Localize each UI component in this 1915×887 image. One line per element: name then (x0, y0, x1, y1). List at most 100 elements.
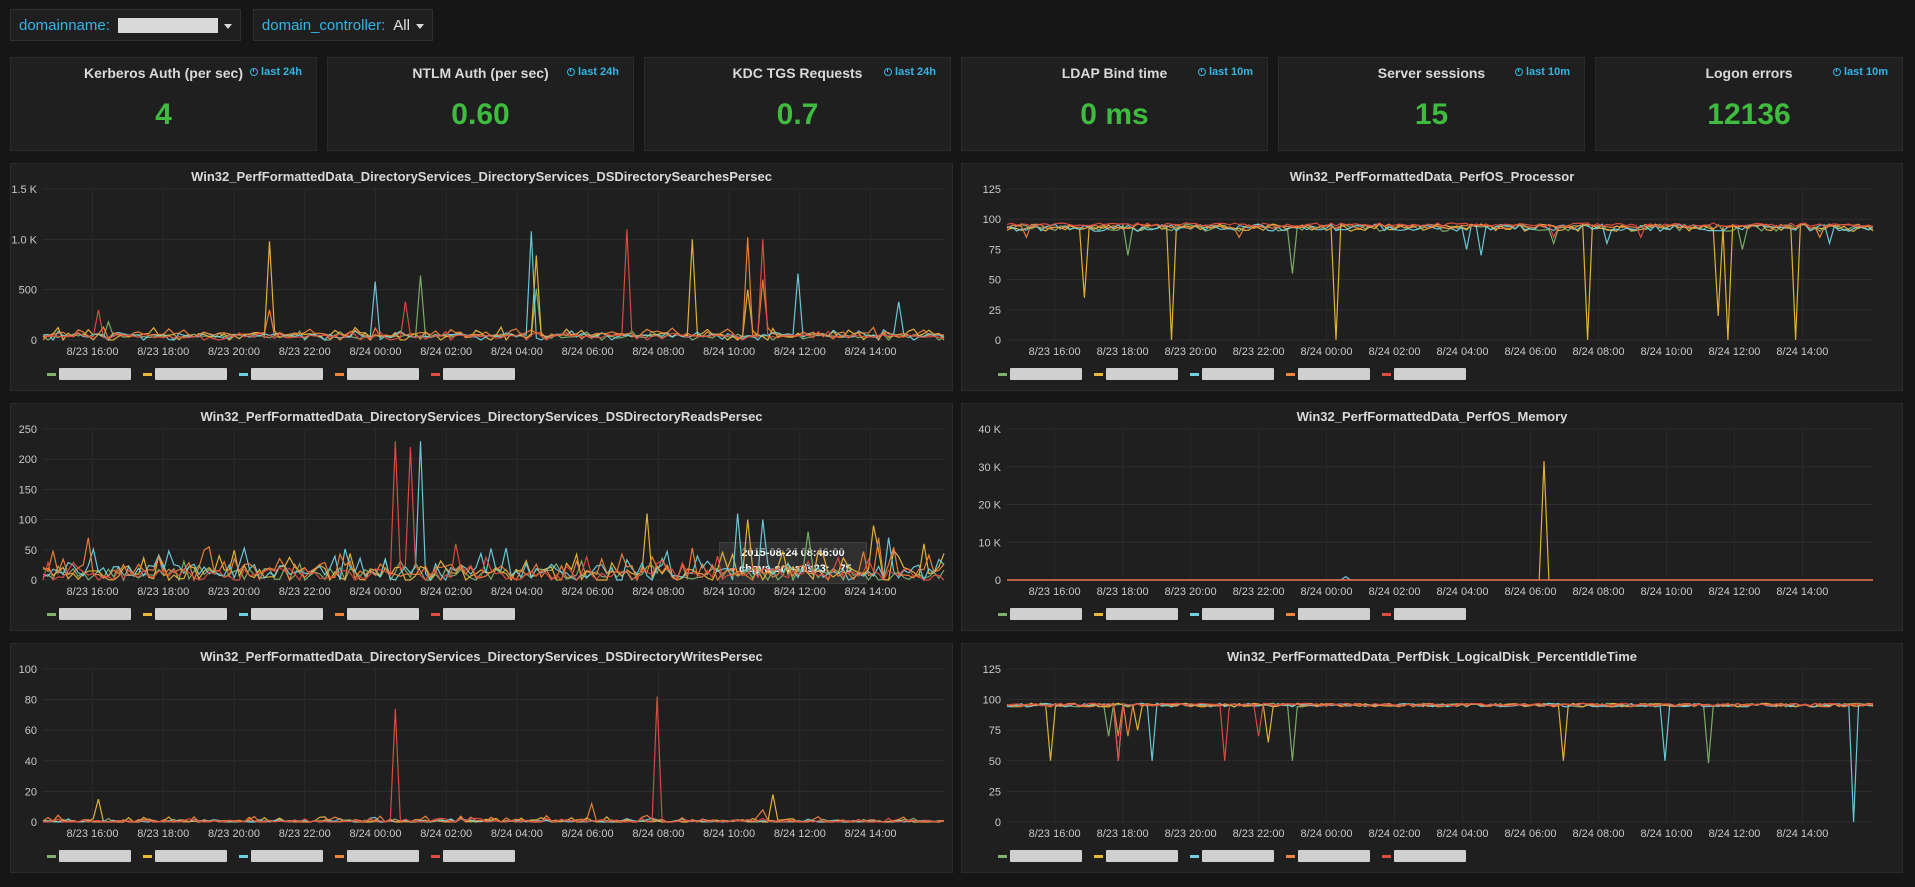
y-tick-label: 125 (983, 664, 1001, 676)
series-line (1006, 222, 1874, 239)
domainname-variable[interactable]: domainname: (10, 9, 241, 41)
graph-panel-memory[interactable]: Win32_PerfFormattedData_PerfOS_Memory 0 1… (961, 403, 1903, 631)
y-tick-label: 25 (989, 786, 1001, 798)
panel-title: Win32_PerfFormattedData_DirectoryService… (200, 409, 763, 424)
y-tick-label: 250 (19, 424, 37, 436)
time-range-badge: last 24h (884, 66, 936, 78)
legend-item[interactable] (431, 850, 515, 862)
legend-item[interactable] (47, 850, 131, 862)
x-tick-label: 8/24 08:00 (632, 586, 684, 598)
panel-title: Win32_PerfFormattedData_PerfOS_Processor (1289, 169, 1575, 184)
plot-area: 0 10 K 20 K 30 K 40 K 8/23 16:00 8/23 18:00 8/2… (978, 424, 1873, 598)
legend-item[interactable] (239, 608, 323, 620)
x-tick-label: 8/24 04:00 (1437, 828, 1489, 840)
y-tick-label: 50 (989, 275, 1001, 287)
series-line (42, 801, 945, 823)
stat-panel-kdc-tgs[interactable]: KDC TGS Requests last 24h 0.7 (644, 57, 951, 151)
y-tick-label: 0 (31, 335, 37, 347)
graph-panel-ds-reads[interactable]: Win32_PerfFormattedData_DirectoryService… (10, 403, 953, 631)
legend-item[interactable] (239, 850, 323, 862)
legend-item[interactable] (1286, 850, 1370, 862)
series-line (1006, 223, 1874, 256)
y-tick-label: 60 (25, 725, 37, 737)
series-color-swatch (998, 612, 1007, 616)
x-tick-label: 8/23 18:00 (137, 828, 189, 840)
legend-label-redacted (1106, 850, 1178, 862)
legend-item[interactable] (335, 608, 419, 620)
legend-item[interactable] (1382, 608, 1466, 620)
series-color-swatch (143, 372, 152, 376)
stat-panel-server-sessions[interactable]: Server sessions last 10m 15 (1278, 57, 1585, 151)
stat-value: 0.7 (776, 98, 819, 131)
series-color-swatch (143, 612, 152, 616)
y-tick-label: 1.0 K (11, 234, 37, 246)
graph-panel-ds-writes[interactable]: Win32_PerfFormattedData_DirectoryService… (10, 643, 953, 873)
stat-panel-ldap-bind[interactable]: LDAP Bind time last 10m 0 ms (961, 57, 1268, 151)
series-color-swatch (47, 612, 56, 616)
legend-item[interactable] (335, 850, 419, 862)
x-tick-label: 8/24 02:00 (1369, 346, 1421, 358)
series-line (1007, 461, 1873, 581)
legend-label-redacted (1106, 368, 1178, 380)
legend-item[interactable] (335, 368, 419, 380)
legend-item[interactable] (143, 608, 227, 620)
legend-item[interactable] (998, 608, 1082, 620)
legend-label-redacted (155, 850, 227, 862)
legend-item[interactable] (1190, 850, 1274, 862)
legend-item[interactable] (1190, 608, 1274, 620)
y-tick-label: 0 (995, 335, 1001, 347)
series-color-swatch (1094, 372, 1103, 376)
stat-panel-kerberos-auth[interactable]: Kerberos Auth (per sec) last 24h 4 (10, 57, 317, 151)
x-tick-label: 8/23 16:00 (1029, 828, 1081, 840)
x-tick-label: 8/23 20:00 (208, 828, 260, 840)
y-tick-label: 100 (983, 695, 1001, 707)
panel-title: KDC TGS Requests (732, 65, 863, 81)
x-tick-label: 8/24 04:00 (491, 828, 543, 840)
y-tick-label: 20 K (978, 500, 1001, 512)
legend-item[interactable] (1286, 608, 1370, 620)
x-tick-label: 8/24 10:00 (1640, 586, 1692, 598)
legend-item[interactable] (143, 850, 227, 862)
legend-item[interactable] (47, 368, 131, 380)
graph-panel-logical-disk-idle[interactable]: Win32_PerfFormattedData_PerfDisk_Logical… (961, 643, 1903, 873)
series-color-swatch (335, 612, 344, 616)
x-tick-label: 8/24 02:00 (420, 828, 472, 840)
legend-item[interactable] (998, 368, 1082, 380)
legend-item[interactable] (1094, 608, 1178, 620)
legend-item[interactable] (431, 368, 515, 380)
stat-panel-logon-errors[interactable]: Logon errors last 10m 12136 (1595, 57, 1903, 151)
graph-panel-ds-searches[interactable]: Win32_PerfFormattedData_DirectoryService… (10, 163, 953, 391)
legend-item[interactable] (1094, 368, 1178, 380)
x-tick-label: 8/24 06:00 (562, 346, 614, 358)
x-tick-label: 8/24 04:00 (1437, 586, 1489, 598)
time-range-badge: last 10m (1514, 66, 1570, 78)
legend-item[interactable] (1286, 368, 1370, 380)
series-color-swatch (998, 854, 1007, 858)
x-tick-label: 8/24 08:00 (632, 346, 684, 358)
domain-controller-value: All (393, 16, 410, 34)
legend-item[interactable] (1094, 850, 1178, 862)
domain-controller-variable[interactable]: domain_controller: All (252, 9, 433, 41)
legend-item[interactable] (998, 850, 1082, 862)
graph-legend (47, 850, 515, 862)
x-tick-label: 8/23 22:00 (1233, 828, 1285, 840)
series-line (1006, 702, 1874, 761)
chevron-down-icon (223, 24, 232, 29)
x-tick-label: 8/24 14:00 (845, 828, 897, 840)
panel-title: LDAP Bind time (1061, 65, 1168, 81)
series-color-swatch (143, 854, 152, 858)
legend-label-redacted (1394, 368, 1466, 380)
legend-item[interactable] (1382, 850, 1466, 862)
legend-label-redacted (59, 850, 131, 862)
series-color-swatch (1190, 372, 1199, 376)
stat-panel-ntlm-auth[interactable]: NTLM Auth (per sec) last 24h 0.60 (327, 57, 634, 151)
graph-panel-processor[interactable]: Win32_PerfFormattedData_PerfOS_Processor… (961, 163, 1903, 391)
legend-item[interactable] (1382, 368, 1466, 380)
y-tick-label: 75 (989, 244, 1001, 256)
legend-item[interactable] (143, 368, 227, 380)
legend-item[interactable] (239, 368, 323, 380)
legend-item[interactable] (47, 608, 131, 620)
legend-item[interactable] (431, 608, 515, 620)
panel-title: Win32_PerfFormattedData_DirectoryService… (191, 169, 772, 184)
legend-item[interactable] (1190, 368, 1274, 380)
